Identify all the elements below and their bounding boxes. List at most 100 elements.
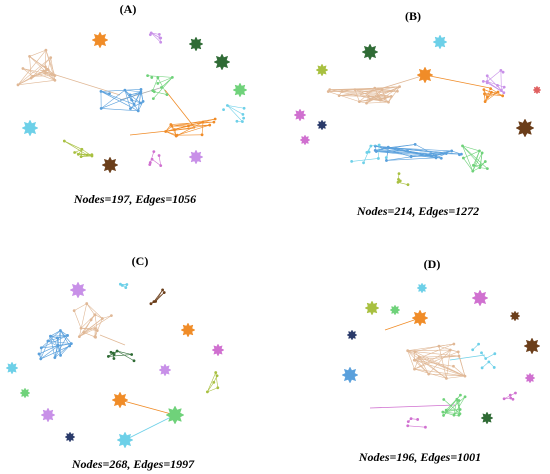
edge: [462, 145, 474, 172]
node: [72, 309, 76, 313]
node: [480, 151, 484, 155]
node: [150, 157, 154, 161]
edge: [435, 153, 447, 159]
edge: [375, 144, 416, 151]
node: [56, 344, 60, 348]
edge: [74, 303, 87, 311]
node: [157, 33, 161, 36]
node: [89, 318, 93, 322]
node: [93, 313, 97, 317]
cluster: [101, 156, 119, 174]
node: [170, 75, 174, 79]
edge: [484, 93, 503, 97]
edge: [201, 122, 204, 135]
edge: [375, 145, 408, 152]
node: [240, 120, 244, 123]
node: [377, 157, 380, 160]
node: [439, 156, 443, 160]
panel-caption: Nodes=197, Edges=1056: [73, 192, 196, 206]
edge: [442, 411, 460, 415]
edge: [73, 310, 82, 329]
node: [441, 410, 445, 414]
edge: [32, 70, 44, 77]
edge: [414, 368, 465, 377]
cluster: [69, 281, 87, 299]
node: [28, 55, 31, 58]
edge: [363, 145, 372, 163]
edge: [22, 68, 34, 77]
edge: [22, 68, 55, 76]
node: [90, 153, 94, 157]
node: [139, 88, 143, 91]
edge: [29, 56, 56, 81]
node: [156, 76, 160, 80]
node: [213, 117, 217, 121]
edge: [79, 328, 96, 337]
node: [353, 88, 357, 91]
panel-caption: Nodes=196, Edges=1001: [358, 450, 481, 464]
edge: [411, 153, 447, 158]
node: [367, 95, 371, 98]
edge: [119, 399, 176, 416]
edge: [81, 155, 92, 157]
node: [93, 335, 97, 339]
node: [480, 351, 483, 355]
edge: [47, 340, 72, 344]
edge: [207, 387, 218, 393]
edge: [414, 345, 440, 352]
node: [502, 397, 506, 401]
node: [365, 101, 368, 105]
node: [164, 130, 168, 133]
edge: [29, 49, 47, 57]
node: [463, 374, 467, 378]
node: [186, 124, 190, 128]
edge: [480, 152, 483, 166]
node: [483, 100, 487, 103]
node: [77, 335, 81, 339]
edge: [386, 157, 437, 161]
edge: [458, 356, 466, 377]
node: [39, 346, 43, 350]
edge: [124, 89, 142, 91]
node: [406, 349, 410, 353]
node: [241, 112, 245, 116]
node: [444, 408, 448, 412]
node: [53, 78, 57, 82]
edge: [74, 152, 93, 157]
node: [413, 367, 416, 371]
node: [112, 357, 116, 360]
cluster: [19, 387, 31, 399]
node: [508, 393, 512, 397]
panel-caption: Nodes=268, Edges=1997: [71, 457, 195, 471]
node: [458, 412, 462, 416]
node: [235, 119, 239, 123]
node: [413, 142, 417, 146]
edge: [446, 349, 451, 379]
node: [406, 149, 409, 153]
edge: [366, 86, 400, 104]
node: [79, 326, 83, 330]
node: [152, 90, 156, 94]
node: [471, 169, 475, 173]
edge: [101, 108, 139, 112]
edge: [414, 343, 454, 361]
node: [434, 154, 438, 157]
node: [380, 87, 384, 91]
node: [159, 40, 163, 44]
node: [417, 355, 421, 359]
cluster: [532, 85, 542, 95]
node: [222, 108, 225, 112]
node: [80, 147, 84, 151]
cluster: [341, 366, 359, 384]
edge: [366, 95, 379, 104]
cluster: [480, 411, 494, 425]
node: [73, 151, 77, 154]
cluster: [232, 82, 248, 98]
node: [95, 329, 99, 332]
edge: [407, 350, 415, 370]
edge: [453, 366, 466, 377]
edge: [50, 336, 56, 358]
edge: [40, 345, 70, 360]
edge: [45, 50, 47, 67]
